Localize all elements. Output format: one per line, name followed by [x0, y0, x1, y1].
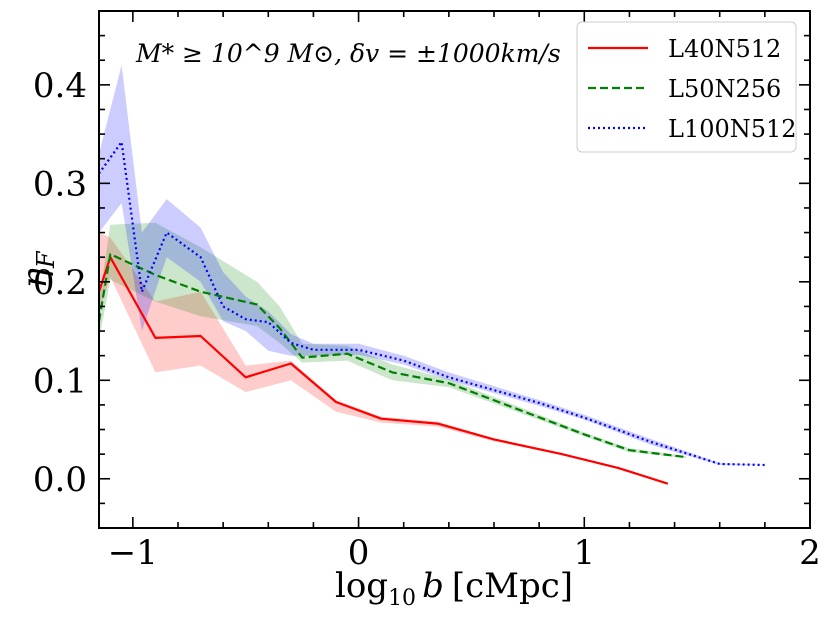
x-tick-label: 0: [348, 533, 370, 573]
x-axis-label: log10 b [cMpc]: [335, 566, 573, 611]
annotation-text: M* ≥ 10^9 M⊙, δv = ±1000km/s: [135, 39, 561, 68]
x-axis-label-unit: [cMpc]: [452, 566, 573, 606]
plot-frame: [98, 10, 811, 529]
y-axis-label: ηF: [15, 250, 60, 288]
band-L50N256: [99, 222, 686, 459]
y-tick-label: 0.2: [33, 263, 87, 303]
legend-label-L50N256: L50N256: [668, 75, 781, 103]
y-tick-label: 0.3: [33, 164, 87, 204]
x-axis-label-main: log: [335, 566, 388, 606]
y-tick-label: 0.1: [33, 361, 87, 401]
series-lines: [97, 140, 765, 485]
x-axis-label-var: b: [422, 566, 444, 606]
line-L50N256: [97, 253, 687, 459]
legend-label-L40N512: L40N512: [668, 35, 781, 63]
y-axis-label-main: η: [15, 268, 55, 289]
x-tick-label: 2: [799, 533, 821, 573]
x-tick-label: 1: [573, 533, 595, 573]
y-tick-label: 0.4: [33, 66, 87, 106]
y-tick-label: 0.0: [33, 460, 87, 500]
legend-label-L100N512: L100N512: [668, 115, 797, 143]
line-L100N512: [98, 140, 765, 467]
line-L40N512: [97, 256, 669, 485]
band-L40N512: [99, 232, 668, 485]
y-axis-label-sub: F: [32, 250, 60, 269]
x-axis-label-sub: 10: [388, 586, 416, 611]
tick-labels: −1 0 1 2 0.0 0.1 0.2 0.3 0.4: [33, 66, 821, 573]
legend-box: [576, 21, 797, 153]
legend: L40N512 L50N256 L100N512: [576, 21, 797, 153]
error-bands: [99, 65, 765, 485]
x-tick-label: −1: [108, 533, 158, 573]
